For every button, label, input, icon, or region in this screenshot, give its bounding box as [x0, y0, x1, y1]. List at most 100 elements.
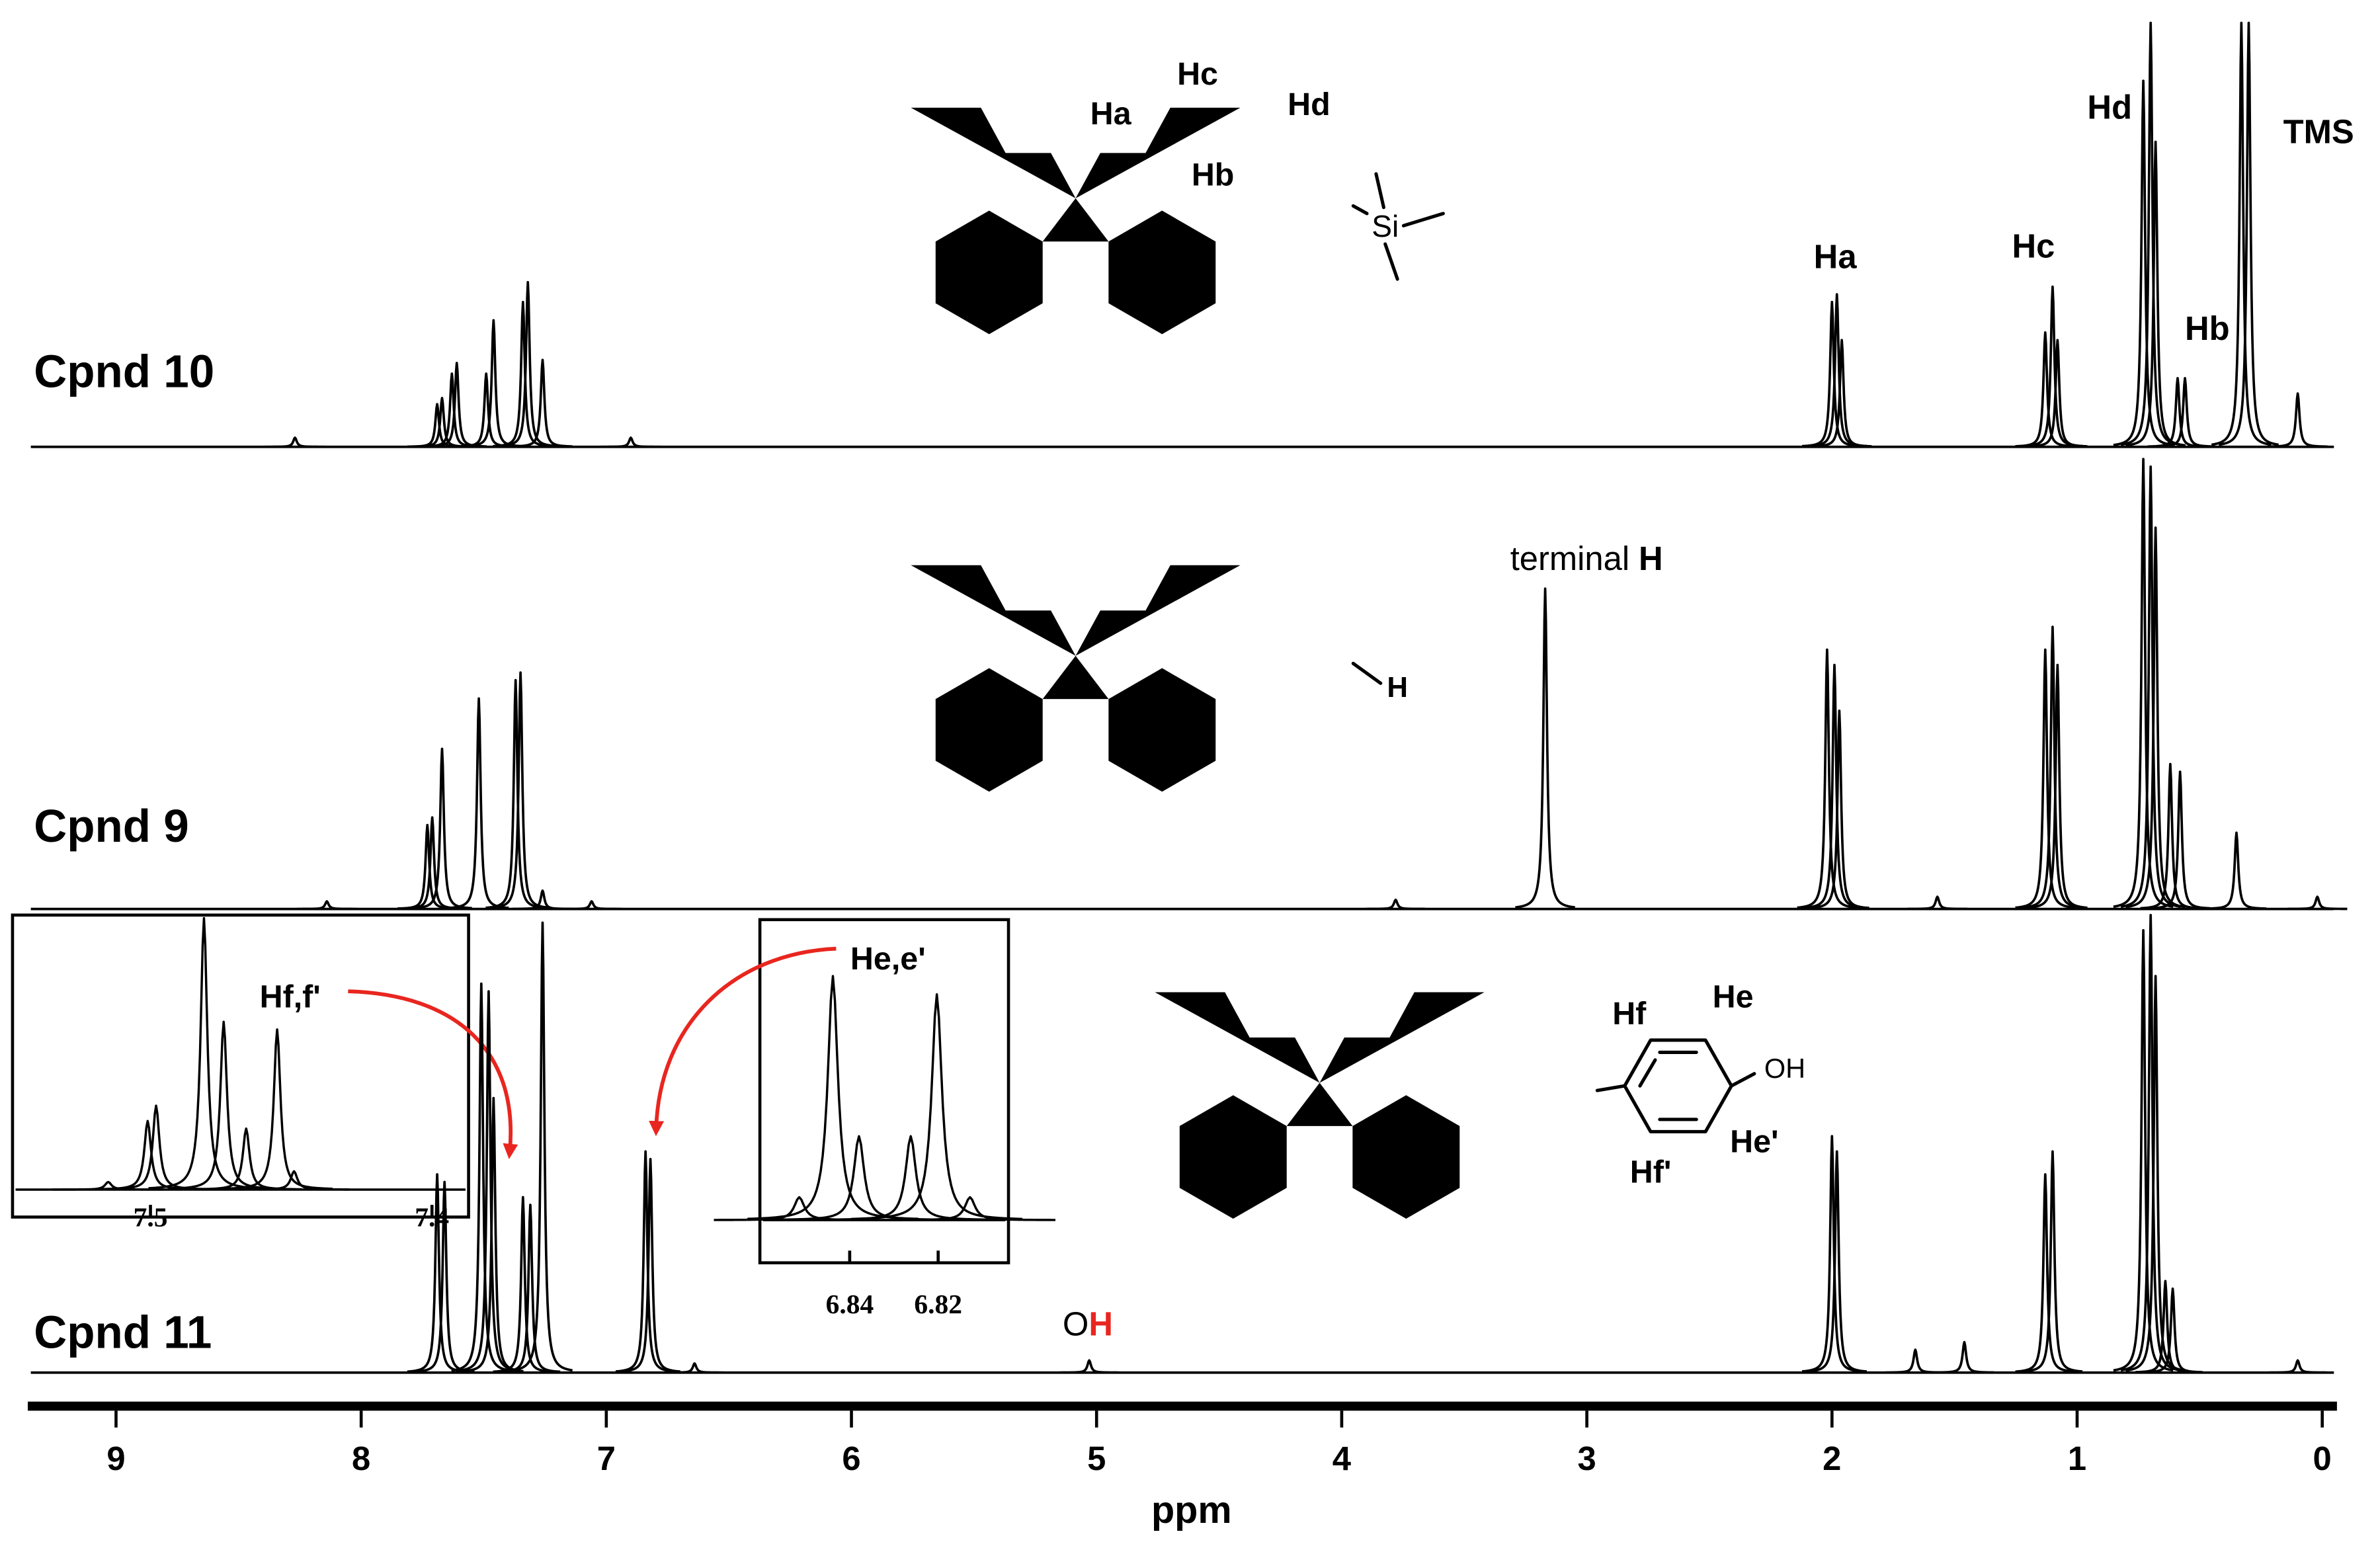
peak-label: OH — [1063, 1305, 1113, 1343]
label-part: H — [1639, 540, 1663, 577]
peak — [1809, 709, 1870, 909]
structure-label: Hb — [1192, 157, 1235, 192]
peak — [561, 900, 622, 911]
fluorene — [911, 107, 1356, 335]
x-tick-label: 6.84 — [826, 1289, 874, 1319]
x-tick-label: 2 — [1823, 1440, 1841, 1477]
peak — [1365, 898, 1426, 911]
structure — [1155, 992, 1756, 1219]
fluorene — [1155, 992, 1600, 1219]
structure-label: Ha — [1090, 96, 1132, 132]
peak — [2149, 770, 2211, 910]
peak — [497, 280, 559, 448]
x-tick-label: 4 — [1333, 1440, 1351, 1477]
peak — [148, 917, 260, 1190]
peak — [620, 1158, 681, 1373]
peak — [2211, 21, 2272, 446]
bond — [1401, 212, 1445, 227]
x-tick-label: 7 — [597, 1440, 616, 1477]
peak-label: Hb — [2185, 309, 2230, 347]
x-tick-label: 7.4 — [415, 1202, 449, 1233]
peak — [2022, 1150, 2083, 1373]
peak — [2154, 377, 2216, 448]
peak — [492, 1196, 554, 1373]
structure-label: He' — [1730, 1124, 1778, 1160]
peak — [450, 982, 512, 1372]
peak — [2267, 1359, 2328, 1374]
peak — [2022, 626, 2083, 909]
x-tick-label: 9 — [106, 1440, 125, 1477]
peak — [2027, 663, 2088, 909]
peak — [2027, 339, 2088, 448]
peak-label: terminal H — [1510, 540, 1663, 577]
bond — [1595, 1084, 1627, 1092]
x-tick-label: 7.5 — [134, 1202, 168, 1233]
bond — [1638, 1058, 1657, 1088]
label-part: H — [1088, 1305, 1113, 1343]
bond — [1729, 1072, 1756, 1088]
bond — [1351, 204, 1369, 216]
x-tick-label: 5 — [1087, 1440, 1106, 1477]
peak — [2113, 79, 2174, 446]
inset-label: Hf,f' — [260, 979, 321, 1014]
peak — [1907, 895, 1968, 911]
peak — [2205, 831, 2267, 910]
atom-label: OH — [1764, 1053, 1805, 1084]
atom-label: Si — [1372, 209, 1399, 243]
peak — [238, 1170, 350, 1191]
peak — [884, 1196, 1056, 1221]
peak — [190, 1127, 302, 1191]
peak — [490, 671, 552, 909]
atom-label: H — [1387, 671, 1408, 704]
peak — [448, 697, 510, 909]
label-part: O — [1063, 1305, 1088, 1343]
peak — [1885, 1348, 1946, 1374]
x-tick-label: 0 — [2313, 1440, 2332, 1477]
peak — [2014, 1173, 2076, 1373]
peak — [463, 319, 524, 448]
x-tick-label: 6 — [842, 1440, 860, 1477]
structure — [911, 107, 1445, 335]
series-label: Cpnd 9 — [34, 800, 188, 852]
peak — [2120, 913, 2182, 1372]
bond — [1374, 172, 1385, 210]
arrow — [649, 946, 837, 1137]
structure — [911, 565, 1383, 792]
peak — [1796, 648, 1858, 909]
peak-label: Ha — [1814, 237, 1858, 275]
peak — [2014, 331, 2076, 448]
peak-label: Hd — [2087, 88, 2132, 126]
peak — [2125, 526, 2186, 909]
peak — [411, 747, 473, 910]
peak — [499, 1203, 561, 1373]
structure-label: Hc — [1177, 56, 1218, 92]
inset-frame — [758, 918, 1010, 1265]
bond — [1351, 661, 1383, 685]
peak — [512, 358, 573, 448]
x-tick-label: 1 — [2068, 1440, 2086, 1477]
series-label: Cpnd 11 — [34, 1307, 212, 1358]
peak — [296, 900, 358, 911]
peak — [512, 921, 573, 1372]
peak — [1934, 1340, 1995, 1374]
peak — [2014, 648, 2076, 909]
bond — [1383, 242, 1399, 281]
peak — [168, 1020, 280, 1190]
peak-label: Hc — [2012, 227, 2055, 265]
structure-label: He — [1713, 979, 1754, 1014]
peak — [1059, 1359, 1120, 1374]
peak — [265, 436, 326, 448]
peak — [1811, 339, 1873, 448]
peak — [1514, 587, 1576, 909]
peak — [2113, 458, 2174, 908]
peak — [600, 436, 661, 448]
peak — [2142, 1287, 2203, 1373]
arrow — [348, 989, 518, 1159]
peak — [2218, 21, 2279, 446]
label-part: terminal — [1510, 540, 1629, 577]
series-label: Cpnd 10 — [34, 346, 214, 397]
structure-label: Hf' — [1630, 1155, 1672, 1190]
peak — [2287, 895, 2348, 911]
